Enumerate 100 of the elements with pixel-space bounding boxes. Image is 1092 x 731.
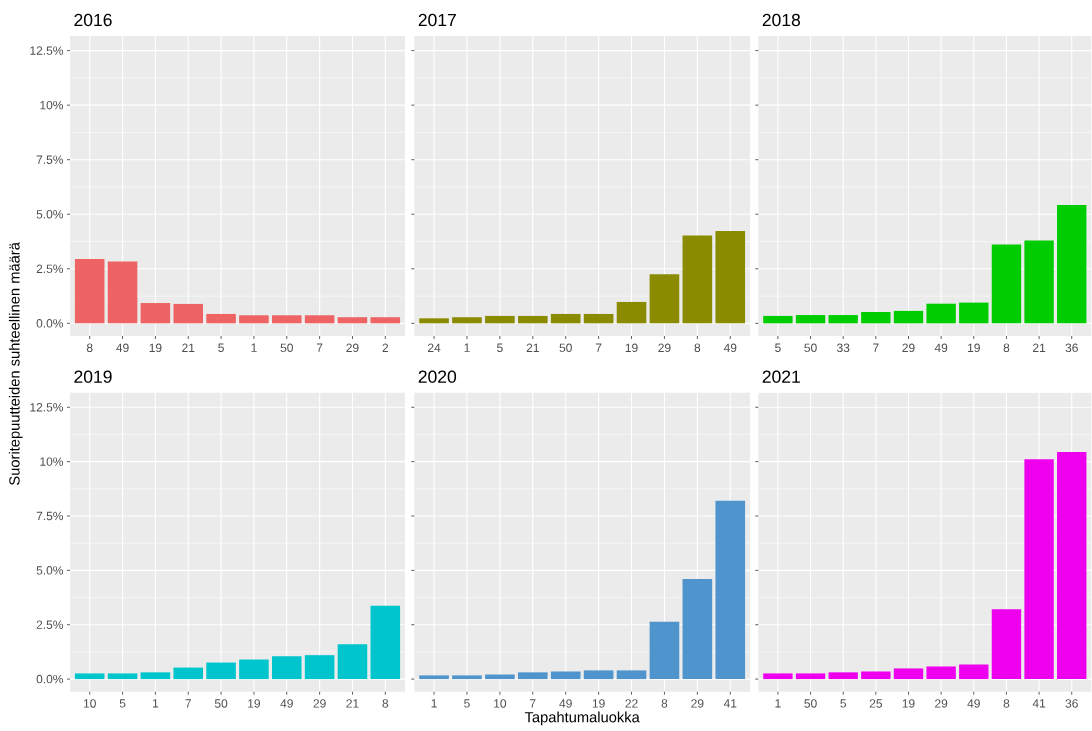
x-tick-label: 36 <box>1065 343 1078 353</box>
x-tick-label: 29 <box>691 699 704 708</box>
y-tick-label: 10% <box>40 100 64 110</box>
x-tick-label: 5 <box>218 343 224 352</box>
bar <box>239 315 269 324</box>
x-tick-label: 22 <box>625 699 638 708</box>
bar <box>828 672 858 680</box>
x-tick-label: 36 <box>1065 699 1078 708</box>
bar <box>206 662 236 680</box>
bar <box>550 313 581 324</box>
x-tick-label: 50 <box>214 699 228 708</box>
x-tick-label: 5 <box>119 699 126 708</box>
x-tick-label: 21 <box>346 699 359 708</box>
bar <box>861 671 891 680</box>
x-tick-label: 8 <box>382 699 389 708</box>
bar <box>550 671 581 680</box>
bar <box>452 317 482 324</box>
bar <box>419 318 449 324</box>
bar <box>649 621 680 680</box>
x-tick-label: 49 <box>723 343 737 353</box>
bar <box>107 261 138 324</box>
bar <box>583 313 614 324</box>
y-tick-label: 12.5% <box>30 403 64 412</box>
bar <box>517 672 548 680</box>
x-tick-label: 19 <box>592 699 605 708</box>
bar <box>517 315 548 324</box>
chart-title: 2016 <box>74 13 112 27</box>
bar <box>140 672 171 680</box>
x-tick-label: 50 <box>804 699 817 708</box>
x-tick-label: 29 <box>935 699 948 708</box>
x-tick-label: 19 <box>968 343 980 353</box>
y-tick-label: 0.0% <box>36 674 64 684</box>
bar <box>763 315 793 324</box>
x-tick-label: 1 <box>251 343 257 352</box>
bar <box>304 655 335 680</box>
bar <box>239 659 269 680</box>
x-tick-label: 49 <box>934 343 948 353</box>
bar <box>959 664 989 680</box>
bar <box>337 644 368 680</box>
x-tick-label: 1 <box>152 699 159 708</box>
x-tick-label: 1 <box>464 343 470 352</box>
x-tick-label: 19 <box>248 699 261 708</box>
bar <box>893 310 924 324</box>
x-tick-label: 29 <box>658 343 671 353</box>
x-tick-label: 2 <box>382 343 389 352</box>
x-tick-label: 1 <box>431 699 437 708</box>
x-tick-label: 8 <box>1003 699 1010 708</box>
y-tick-label: 2.5% <box>36 620 64 629</box>
bar <box>370 317 401 324</box>
x-tick-label: 5 <box>464 699 470 708</box>
x-tick-label: 10 <box>494 699 507 708</box>
bar <box>682 235 713 324</box>
y-tick-label: 0.0% <box>36 319 64 328</box>
bar <box>926 303 956 324</box>
y-tick-label: 12.5% <box>30 46 64 55</box>
bar <box>616 670 647 680</box>
bar <box>419 675 449 680</box>
x-tick-label: 8 <box>694 343 701 353</box>
x-tick-label: 21 <box>182 343 195 352</box>
x-tick-label: 7 <box>316 343 323 352</box>
x-tick-label: 25 <box>869 699 882 708</box>
x-tick-label: 41 <box>1032 699 1046 708</box>
y-tick-label: 7.5% <box>36 511 64 521</box>
chart-title: 2018 <box>762 13 800 27</box>
bar <box>682 579 713 680</box>
x-tick-label: 5 <box>840 699 847 708</box>
x-tick-label: 24 <box>427 343 441 352</box>
x-tick-label: 50 <box>280 343 293 353</box>
bar <box>861 312 891 324</box>
y-tick-label: 7.5% <box>36 155 64 164</box>
x-tick-label: 41 <box>723 699 737 708</box>
bar <box>583 670 614 680</box>
x-tick-label: 7 <box>595 343 602 352</box>
bar <box>1057 452 1087 680</box>
bar <box>715 231 746 324</box>
x-tick-label: 8 <box>1003 343 1010 353</box>
x-tick-label: 1 <box>775 699 781 708</box>
bar <box>304 315 335 324</box>
bar <box>959 302 989 324</box>
bar <box>74 258 105 324</box>
x-tick-label: 5 <box>775 343 781 352</box>
bar <box>485 315 515 324</box>
chart-title: 2017 <box>418 13 456 27</box>
chart-title: 2019 <box>74 370 112 383</box>
x-tick-label: 7 <box>530 699 536 708</box>
bar <box>140 303 171 324</box>
chart-title: 2021 <box>762 370 800 383</box>
x-tick-label: 7 <box>873 343 879 352</box>
bar <box>107 673 138 680</box>
y-axis-title: Suoritepuutteiden suhteellinen määrä <box>8 242 23 485</box>
bar <box>370 605 401 680</box>
bar <box>206 313 236 324</box>
bar <box>893 668 924 680</box>
bar <box>271 656 302 680</box>
x-tick-label: 49 <box>280 699 293 708</box>
bar <box>616 301 647 324</box>
x-tick-label: 8 <box>86 343 93 353</box>
bar <box>1024 240 1054 324</box>
bar <box>763 673 793 680</box>
bar <box>271 315 302 324</box>
